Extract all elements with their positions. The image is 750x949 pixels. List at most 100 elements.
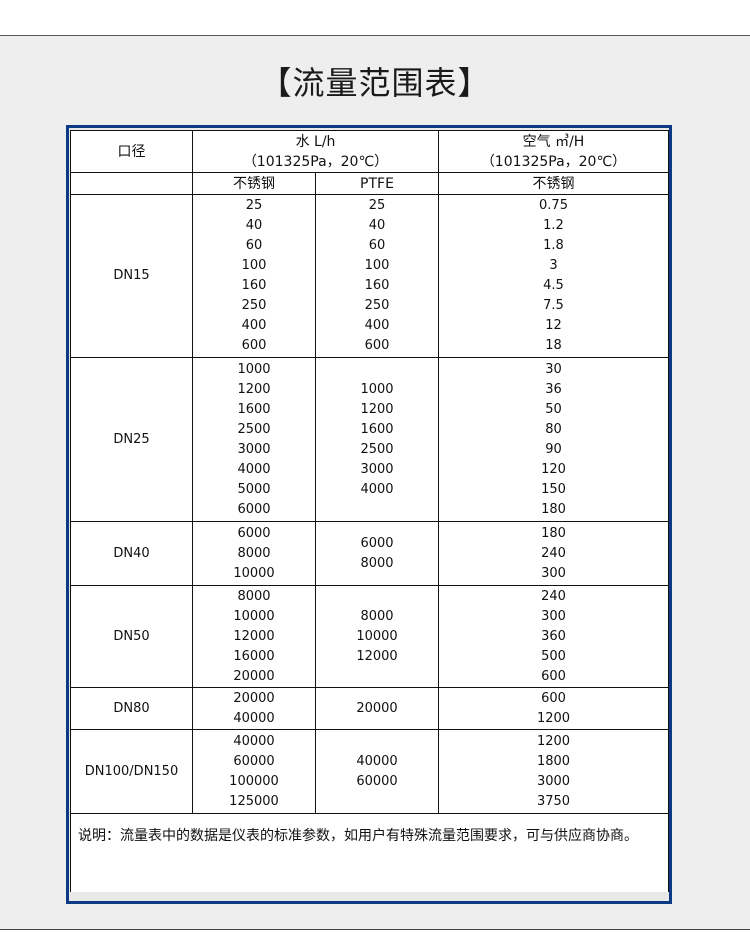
ptfe-value: 1000 xyxy=(360,381,394,397)
ss-value: 2500 xyxy=(237,421,271,437)
ss-value: 40000 xyxy=(233,710,275,726)
ss-value: 60 xyxy=(245,238,263,253)
air-value: 90 xyxy=(545,441,562,457)
ptfe-value: 60 xyxy=(368,238,386,253)
ptfe-cell: 25 40 60 100 160 250 400 600 xyxy=(315,194,439,358)
air-value: 80 xyxy=(545,421,562,437)
ss-value: 8000 xyxy=(237,545,271,561)
air-unit: 空气 ㎥/H xyxy=(522,133,585,150)
air-value: 36 xyxy=(545,381,562,397)
air-value: 180 xyxy=(541,525,566,541)
ptfe-value: 60000 xyxy=(356,773,398,789)
ss-value: 10000 xyxy=(233,565,275,581)
ptfe-cell: 20000 xyxy=(315,687,439,730)
ptfe-value: 40000 xyxy=(356,753,398,769)
ss-value: 1200 xyxy=(237,381,271,397)
flow-range-table-frame: 口径 水 L/h （101325Pa，20℃） 空气 ㎥/H （101325Pa，2… xyxy=(66,125,672,904)
ptfe-value: 20000 xyxy=(356,700,398,716)
page-title: 【流量范围表】 xyxy=(259,64,491,102)
header-ptfe: PTFE xyxy=(315,172,439,195)
table-row: DN80 20000 40000 20000 600 1200 xyxy=(70,687,669,730)
ss-cell: 8000 10000 12000 16000 20000 xyxy=(192,585,316,688)
air-value: 500 xyxy=(541,648,566,664)
ss-value: 600 xyxy=(241,338,267,353)
air-value: 120 xyxy=(541,461,566,477)
ss-cell: 25 40 60 100 160 250 400 600 xyxy=(192,194,316,358)
table-row: DN40 6000 8000 10000 6000 8000 180 240 300 xyxy=(70,521,669,586)
ss-value: 40 xyxy=(245,218,263,233)
ptfe-value: 160 xyxy=(364,278,390,293)
caliber-cell: DN80 xyxy=(70,687,193,730)
air-value: 50 xyxy=(545,401,562,417)
ss-value: 10000 xyxy=(233,608,275,624)
air-value: 300 xyxy=(541,565,566,581)
ss-value: 1000 xyxy=(237,361,271,377)
air-value: 7.5 xyxy=(543,298,564,313)
air-value: 600 xyxy=(541,690,566,706)
air-value: 12 xyxy=(545,318,562,333)
header-stainless: 不锈钢 xyxy=(192,172,316,195)
air-value: 3 xyxy=(549,258,558,273)
table-row: DN15 25 40 60 100 160 250 400 600 25 40 60 100 160 250… xyxy=(70,194,669,358)
caliber-cell: DN25 xyxy=(70,357,193,522)
note-text: 说明：流量表中的数据是仪表的标准参数，如用户有特殊流量范围要求，可与供应商协商。 xyxy=(70,813,669,892)
ss-value: 160 xyxy=(241,278,267,293)
ss-value: 100000 xyxy=(229,773,279,789)
ptfe-value: 12000 xyxy=(356,648,398,664)
air-value: 18 xyxy=(545,338,562,353)
ss-value: 100 xyxy=(241,258,267,273)
ptfe-cell: 8000 10000 12000 xyxy=(315,585,439,688)
water-unit: 水 L/h xyxy=(295,133,336,150)
ss-value: 20000 xyxy=(233,690,275,706)
ss-value: 4000 xyxy=(237,461,271,477)
air-value: 1200 xyxy=(536,710,571,726)
air-value: 3750 xyxy=(536,793,571,809)
ptfe-value: 25 xyxy=(368,198,386,213)
air-value: 180 xyxy=(541,501,566,517)
ptfe-value: 3000 xyxy=(360,461,394,477)
air-value: 3000 xyxy=(536,773,571,789)
ptfe-value: 6000 xyxy=(360,535,394,551)
header-air-stainless: 不锈钢 xyxy=(438,172,669,195)
ptfe-value: 8000 xyxy=(360,555,394,571)
table-row: DN25 1000 1200 1600 2500 3000 4000 5000 6000 1000… xyxy=(70,357,669,522)
air-value: 1800 xyxy=(536,753,571,769)
ptfe-value: 2500 xyxy=(360,441,394,457)
ss-value: 40000 xyxy=(233,733,275,749)
ptfe-cell: 6000 8000 xyxy=(315,521,439,586)
header-air: 空气 ㎥/H （101325Pa，20℃） xyxy=(438,130,669,173)
flow-range-table: 口径 水 L/h （101325Pa，20℃） 空气 ㎥/H （101325Pa，2… xyxy=(70,130,669,892)
table-row: DN50 8000 10000 12000 16000 20000 8000 10000 120… xyxy=(70,585,669,688)
air-condition: （101325Pa，20℃） xyxy=(480,153,627,170)
air-cell: 1200 1800 3000 3750 xyxy=(438,729,669,814)
ss-value: 12000 xyxy=(233,628,275,644)
header-caliber: 口径 xyxy=(70,130,193,173)
ss-value: 60000 xyxy=(233,753,275,769)
ptfe-value: 400 xyxy=(364,318,390,333)
header-water: 水 L/h （101325Pa，20℃） xyxy=(192,130,439,173)
air-cell: 600 1200 xyxy=(438,687,669,730)
ss-cell: 40000 60000 100000 125000 xyxy=(192,729,316,814)
ss-cell: 6000 8000 10000 xyxy=(192,521,316,586)
ptfe-value: 250 xyxy=(364,298,390,313)
ptfe-value: 4000 xyxy=(360,481,394,497)
air-value: 1.2 xyxy=(543,218,564,233)
air-value: 150 xyxy=(541,481,566,497)
ss-value: 6000 xyxy=(237,525,271,541)
ss-value: 5000 xyxy=(237,481,271,497)
ptfe-cell: 1000 1200 1600 2500 3000 4000 xyxy=(315,357,439,522)
ptfe-value: 10000 xyxy=(356,628,398,644)
ptfe-value: 600 xyxy=(364,338,390,353)
water-condition: （101325Pa，20℃） xyxy=(242,153,389,170)
air-cell: 0.75 1.2 1.8 3 4.5 7.5 12 18 xyxy=(438,194,669,358)
air-cell: 180 240 300 xyxy=(438,521,669,586)
ss-value: 400 xyxy=(241,318,267,333)
ss-value: 25 xyxy=(245,198,263,213)
header-empty xyxy=(70,172,193,195)
ss-value: 125000 xyxy=(229,793,279,809)
caliber-cell: DN50 xyxy=(70,585,193,688)
ptfe-value: 40 xyxy=(368,218,386,233)
ptfe-cell: 40000 60000 xyxy=(315,729,439,814)
air-value: 1200 xyxy=(536,733,571,749)
air-value: 300 xyxy=(541,608,566,624)
